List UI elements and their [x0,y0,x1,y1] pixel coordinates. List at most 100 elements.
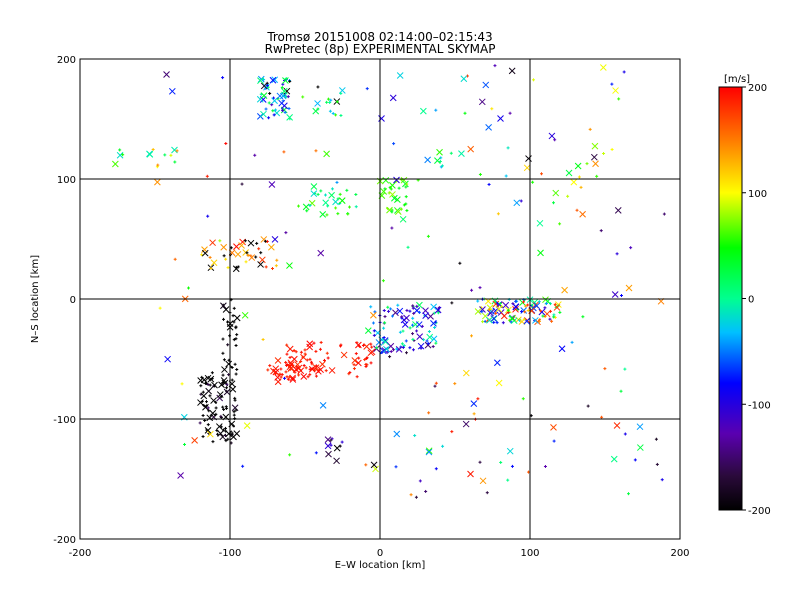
grid-lines [80,59,680,539]
data-point-plus [221,405,225,409]
data-point-x [116,151,124,159]
data-point-x [302,203,310,211]
data-point-stroke [260,82,268,90]
data-point-plus [526,309,530,313]
data-point-x [238,242,245,249]
data-point-stroke [613,422,621,429]
data-point-x [487,309,494,317]
data-point-plus [314,149,318,153]
data-point-plus [325,100,329,104]
data-point-x [389,94,397,102]
data-point-plus [326,204,330,208]
data-point-x [399,215,407,223]
data-point-plus [274,108,278,112]
data-point-x [396,72,404,79]
data-point-x [274,374,282,381]
data-point-plus [600,415,604,419]
data-point-x [286,345,294,353]
data-point-stroke [523,164,531,172]
data-point-plus [186,286,190,290]
data-point-plus [476,299,480,303]
data-point-plus [233,362,237,366]
data-point-plus [156,163,160,167]
data-point-plus [485,491,489,495]
data-point-x [364,327,372,334]
data-point-x [257,261,264,268]
data-point-stroke [276,92,284,100]
data-point-plus [610,147,614,151]
data-point-x [625,284,633,292]
data-point-stroke [574,162,582,170]
data-point-x [400,176,408,184]
data-point-plus [424,489,428,493]
data-point-plus [426,234,430,238]
data-point-stroke [197,377,204,384]
data-point-plus [314,349,318,353]
data-point-x [271,76,279,84]
data-point-stroke [248,254,256,261]
data-point-x [536,219,544,227]
data-point-x [328,191,335,199]
data-point-x [355,341,362,349]
data-point-plus [524,304,528,308]
data-point-plus [361,343,365,347]
data-point-plus [392,142,396,146]
data-point-plus [434,341,438,345]
data-point-stroke [493,359,501,367]
data-point-plus [279,375,283,379]
data-point-plus [588,127,592,131]
data-point-plus [274,264,278,268]
data-point-plus [585,162,589,166]
data-point-plus [323,193,327,197]
data-point-stroke [223,388,231,396]
data-point-plus [226,343,230,347]
data-point-plus [433,384,437,388]
data-point-plus [253,153,257,157]
data-point-plus [202,404,206,408]
data-point-plus [301,355,305,359]
data-point-plus [558,310,562,314]
data-point-x [490,315,498,322]
data-point-plus [610,82,614,86]
data-point-plus [316,192,320,196]
colorbar-tick-label: 100 [748,189,767,200]
data-point-stroke [497,309,505,316]
data-point-x [383,345,390,353]
data-point-stroke [390,194,398,202]
data-point-plus [487,308,491,312]
data-point-x [219,433,227,441]
data-point-plus [198,421,202,425]
data-point-plus [575,208,579,212]
data-point-stroke [229,385,237,393]
data-point-plus [426,342,430,346]
data-point-x [351,357,359,364]
data-point-stroke [512,303,520,311]
data-point-stroke [351,357,359,364]
data-point-x [355,359,362,367]
data-point-plus [255,241,259,245]
data-point-plus [579,185,583,189]
data-point-stroke [531,299,538,306]
data-point-plus [257,247,261,251]
data-point-plus [365,87,369,91]
data-point-stroke [513,199,521,207]
data-point-plus [280,373,284,377]
data-point-plus [348,205,352,209]
data-point-stroke [495,379,503,387]
data-point-x [220,377,228,384]
data-point-stroke [319,360,326,368]
data-point-x [590,153,598,161]
data-point-stroke [538,308,546,316]
data-point-stroke [393,176,400,184]
data-point-plus [267,116,271,120]
data-point-stroke [287,365,295,372]
data-point-plus [215,428,219,432]
data-point-stroke [525,155,532,162]
data-point-stroke [612,87,619,94]
x-tick-label: 0 [377,548,383,559]
data-point-x [206,414,214,422]
data-point-x [395,346,403,353]
data-point-plus [234,325,238,329]
data-point-x [177,472,184,479]
data-point-plus [345,188,349,192]
